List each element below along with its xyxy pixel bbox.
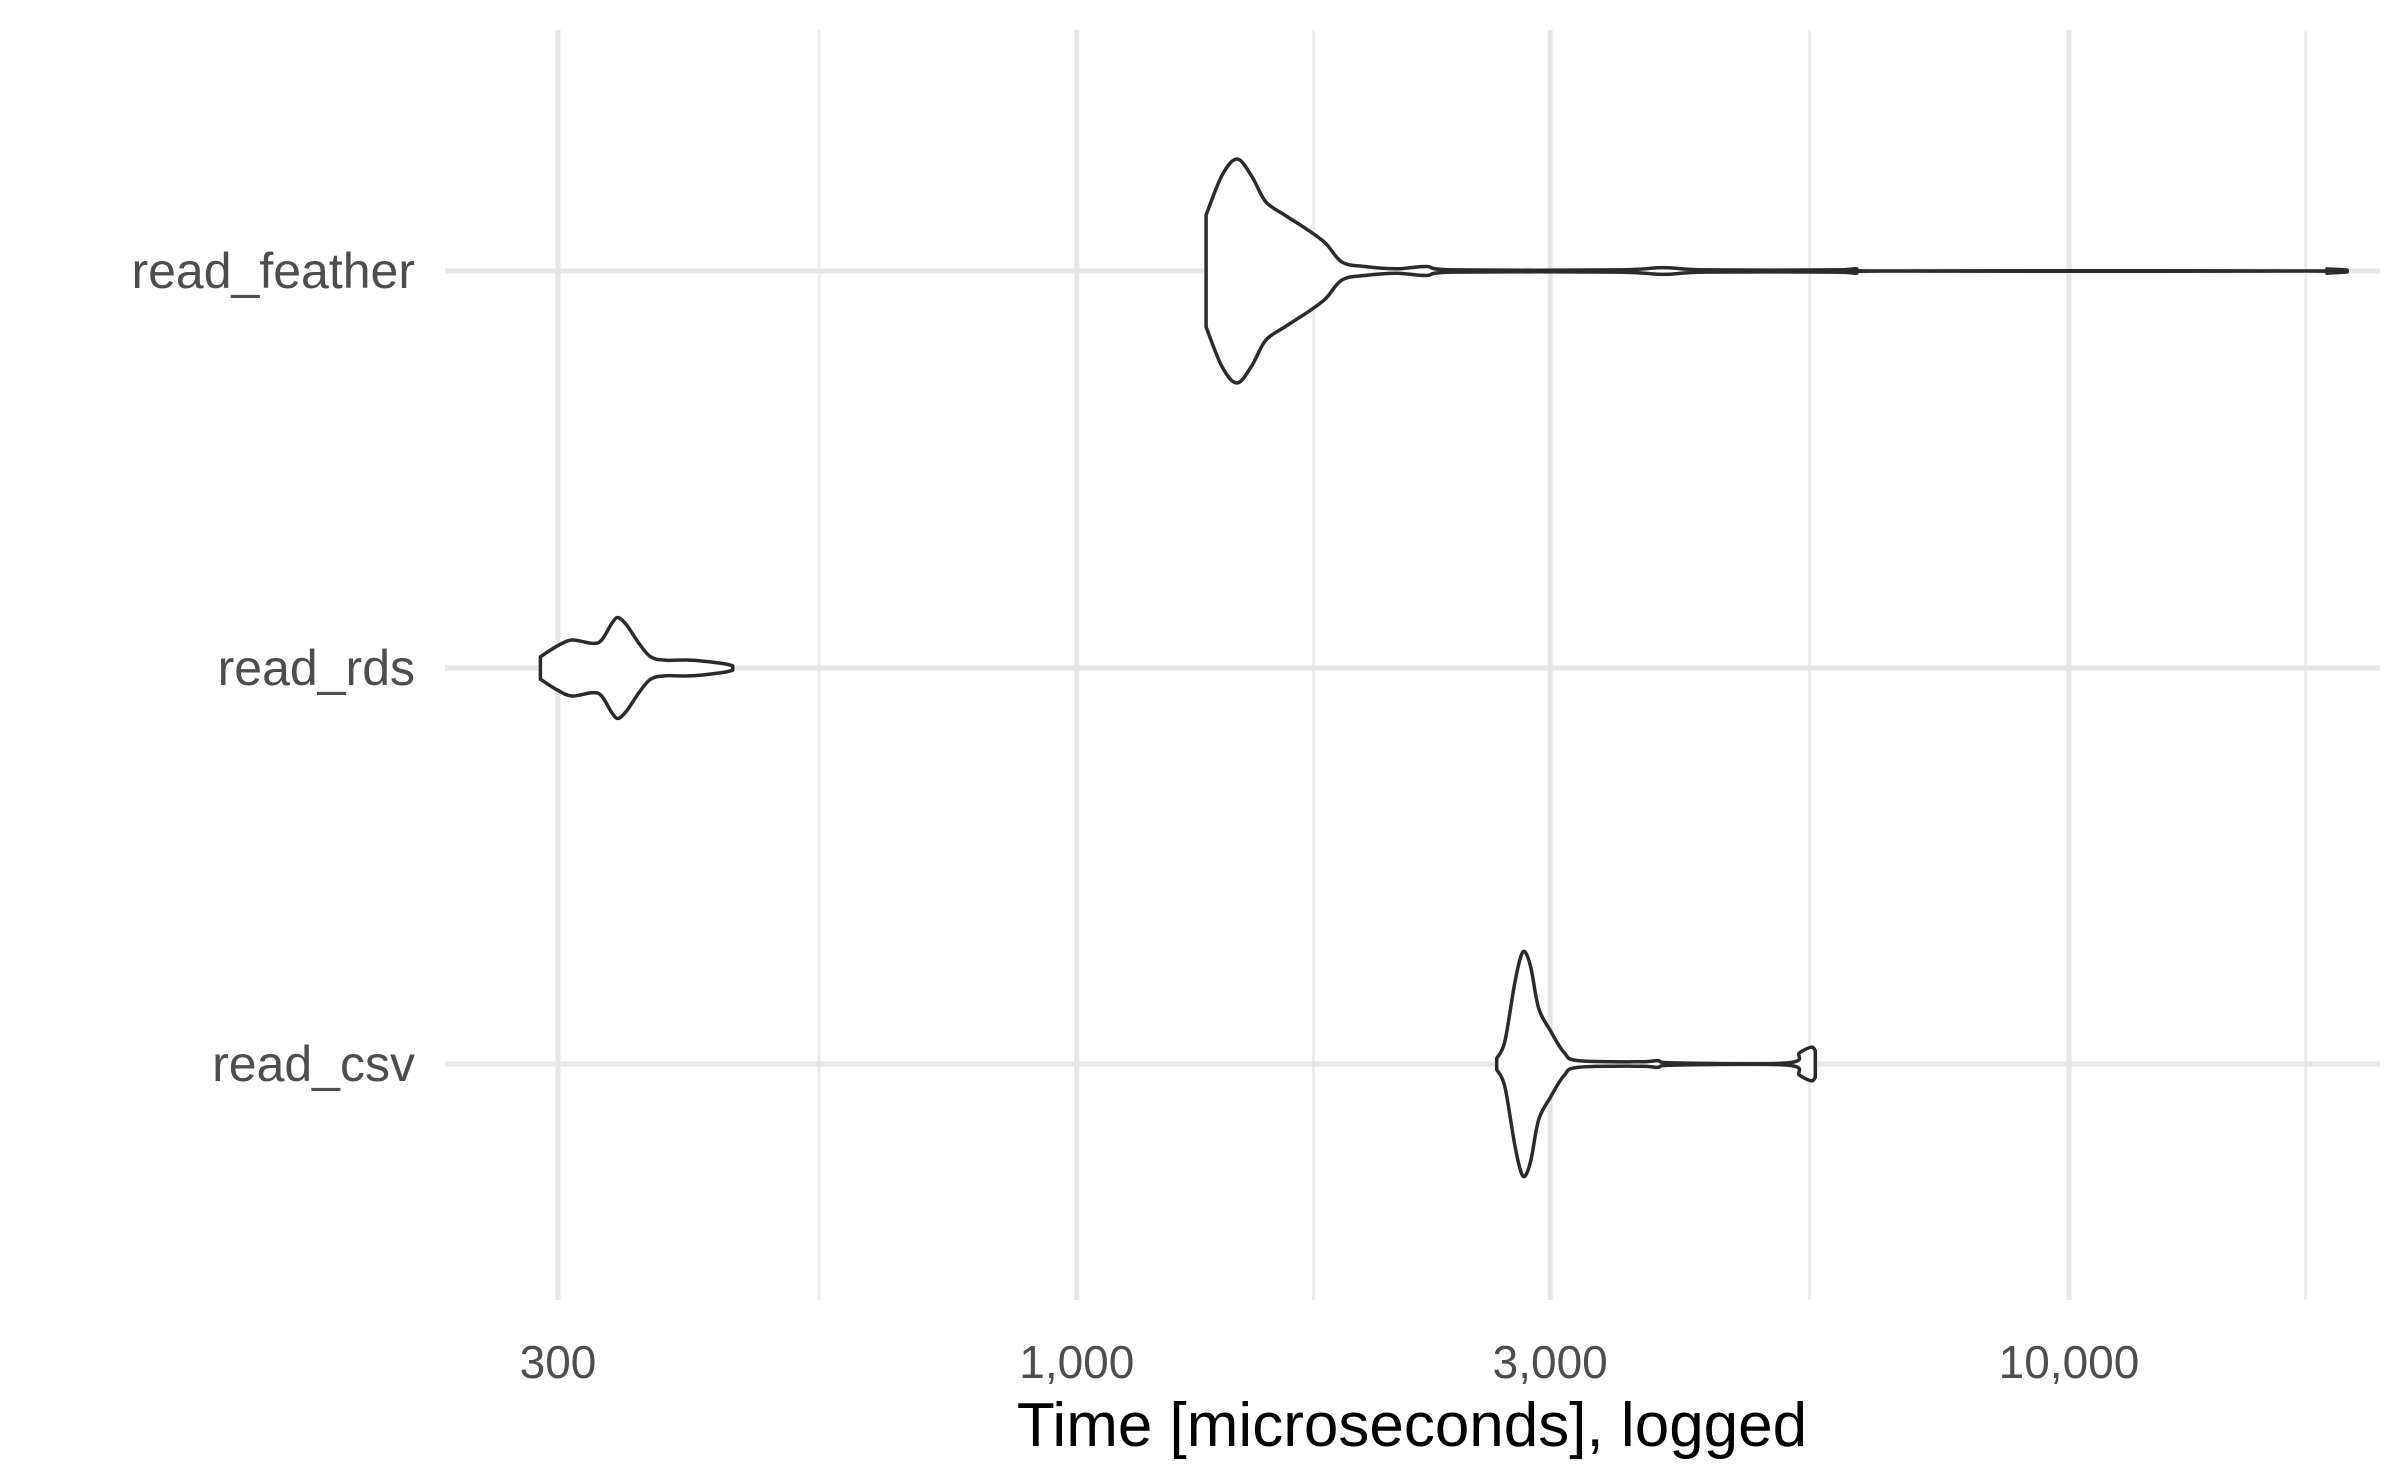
- x-tick-label-2: 3,000: [1493, 1336, 1608, 1388]
- violin-layer: [538, 157, 2349, 1179]
- x-tick-label-1: 1,000: [1019, 1336, 1134, 1388]
- label-layer: 300 1,000 3,000 10,000 read_feather read_rdsr…: [131, 243, 2139, 1388]
- x-tick-label-3: 10,000: [1999, 1336, 2140, 1388]
- x-axis-title: Time [microseconds], logged: [1017, 1391, 1807, 1460]
- violin-read_csv: [1494, 949, 1818, 1179]
- y-category-label-read_csv: read_csv: [212, 1036, 415, 1092]
- grid-layer: [445, 30, 2380, 1300]
- y-category-label-read_rds: read_rds: [218, 640, 415, 696]
- x-tick-label-0: 300: [520, 1336, 597, 1388]
- violin-read_feather: [1204, 157, 2349, 385]
- y-category-label-read_feather: read_feather: [131, 243, 415, 299]
- violin-read_rds: [538, 615, 735, 721]
